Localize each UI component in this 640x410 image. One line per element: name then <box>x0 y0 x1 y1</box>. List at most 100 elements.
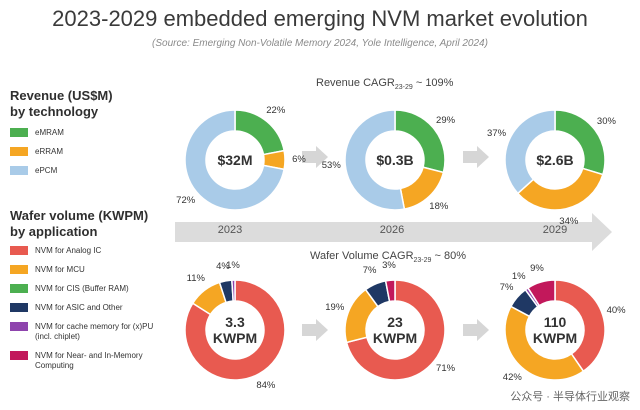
donut-center-line: 110 <box>543 314 567 330</box>
watermark: 公众号 · 半导体行业观察 <box>510 391 630 403</box>
legend-label: NVM for cache memory for (x)PU (incl. ch… <box>35 322 154 341</box>
slice-data-label: 4% <box>216 261 230 273</box>
wafer-cagr-sub: 23-29 <box>413 257 432 265</box>
donut-slice <box>344 109 406 211</box>
slice-data-label: 1% <box>511 271 526 283</box>
chart-title: 2023-2029 embedded emerging NVM market e… <box>52 6 588 31</box>
wafer-header-line2: by application <box>10 224 98 239</box>
donut-center-line: $0.3B <box>376 152 414 168</box>
donut-center-label: $2.6B <box>525 152 585 168</box>
donut-center-line: $2.6B <box>536 152 574 168</box>
donut-hole <box>207 302 263 358</box>
donut-slice <box>554 279 606 373</box>
slice-data-label: 3% <box>382 260 396 272</box>
donut-center-label: $32M <box>205 152 265 168</box>
revenue-header-line1: Revenue (US$M) <box>10 88 113 103</box>
slice-data-label: 42% <box>502 371 522 383</box>
donut-slice <box>184 279 286 381</box>
slice-data-label: 11% <box>186 273 205 285</box>
slice-data-label: 6% <box>292 154 306 165</box>
legend-swatch <box>10 303 28 312</box>
slice-data-label: 53% <box>321 160 341 172</box>
legend-swatch <box>10 265 28 274</box>
transition-arrow-icon <box>302 146 328 168</box>
legend-swatch <box>10 128 28 137</box>
legend-item: NVM for ASIC and Other <box>10 303 160 313</box>
donut-hole <box>527 302 583 358</box>
donut-center-label: 110 KWPM <box>525 314 585 346</box>
slice-data-label: 19% <box>325 302 345 314</box>
slice-data-label: 7% <box>362 265 377 277</box>
slice-data-label: 9% <box>530 262 544 274</box>
slice-data-label: 7% <box>499 282 514 294</box>
donut-slice <box>384 279 396 303</box>
timeline-arrow <box>175 213 612 251</box>
legend-item: NVM for CIS (Buffer RAM) <box>10 284 160 294</box>
wafer-header-line1: Wafer volume (KWPM) <box>10 208 149 223</box>
wafer-legend: NVM for Analog IC NVM for MCU NVM for CIS … <box>10 246 160 380</box>
year-label: 2023 <box>217 224 243 236</box>
legend-item: NVM for cache memory for (x)PU (incl. ch… <box>10 322 160 342</box>
revenue-header: Revenue (US$M) by technology <box>10 88 113 120</box>
legend-item: eRRAM <box>10 147 160 157</box>
donut-center-label: 23 KWPM <box>365 314 425 346</box>
wafer-header: Wafer volume (KWPM) by application <box>10 208 148 240</box>
donut-slice <box>231 279 236 302</box>
donut-slice <box>526 279 556 307</box>
legend-label: NVM for ASIC and Other <box>35 303 123 312</box>
slice-data-label: 71% <box>436 363 456 375</box>
donut-slice <box>504 109 556 195</box>
slice-data-label: 1% <box>226 260 240 272</box>
donut-center-line: 23 <box>387 314 403 330</box>
legend-swatch <box>10 166 28 175</box>
slice-data-label: 72% <box>176 194 196 206</box>
year-label: 2026 <box>379 224 405 236</box>
legend-label: NVM for Analog IC <box>35 246 102 255</box>
legend-label: eRRAM <box>35 147 64 156</box>
slice-data-label: 22% <box>266 104 286 116</box>
slice-data-label: 18% <box>429 200 449 212</box>
donut-hole <box>527 132 583 188</box>
donut-slice <box>184 109 285 211</box>
legend-swatch <box>10 147 28 156</box>
legend-item: NVM for MCU <box>10 265 160 275</box>
wafer-cagr-prefix: Wafer Volume CAGR <box>310 250 414 262</box>
donut-slice <box>345 279 446 381</box>
legend-item: NVM for Near- and In-Memory Computing <box>10 351 160 371</box>
donut-center-line: $32M <box>217 152 253 168</box>
revenue-cagr: Revenue CAGR23-29 ~ 109% <box>316 77 453 91</box>
legend-item: ePCM <box>10 166 160 176</box>
donut-hole <box>207 132 263 188</box>
donut-slice <box>504 305 585 381</box>
legend-swatch <box>10 246 28 255</box>
donut-center-label: $0.3B <box>365 152 425 168</box>
donut-center-line: KWPM <box>532 330 578 346</box>
revenue-cagr-prefix: Revenue CAGR <box>316 77 395 89</box>
legend-item: NVM for Analog IC <box>10 246 160 256</box>
legend-label: NVM for Near- and In-Memory Computing <box>35 351 143 370</box>
legend-swatch <box>10 284 28 293</box>
revenue-legend: eMRAM eRRAM ePCM <box>10 128 160 185</box>
slice-data-label: 29% <box>436 114 456 126</box>
slice-data-label: 84% <box>256 380 276 392</box>
donut-center-line: 3.3 <box>225 314 245 330</box>
revenue-cagr-suffix: ~ 109% <box>412 77 454 89</box>
transition-arrow-icon <box>463 319 489 341</box>
revenue-header-line2: by technology <box>10 104 99 119</box>
legend-label: ePCM <box>35 166 58 175</box>
chart-subtitle: (Source: Emerging Non-Volatile Memory 20… <box>152 38 488 49</box>
legend-label: NVM for MCU <box>35 265 85 274</box>
slice-data-label: 34% <box>559 216 579 228</box>
donut-hole <box>367 132 423 188</box>
legend-item: eMRAM <box>10 128 160 138</box>
transition-arrow-icon <box>463 146 489 168</box>
revenue-cagr-sub: 23-29 <box>394 84 413 92</box>
donut-center-line: KWPM <box>212 330 258 346</box>
transition-arrow-icon <box>302 319 328 341</box>
legend-label: NVM for CIS (Buffer RAM) <box>35 284 129 293</box>
legend-swatch <box>10 351 28 360</box>
slice-data-label: 37% <box>487 127 507 139</box>
legend-swatch <box>10 322 28 331</box>
slice-data-label: 30% <box>596 115 616 127</box>
